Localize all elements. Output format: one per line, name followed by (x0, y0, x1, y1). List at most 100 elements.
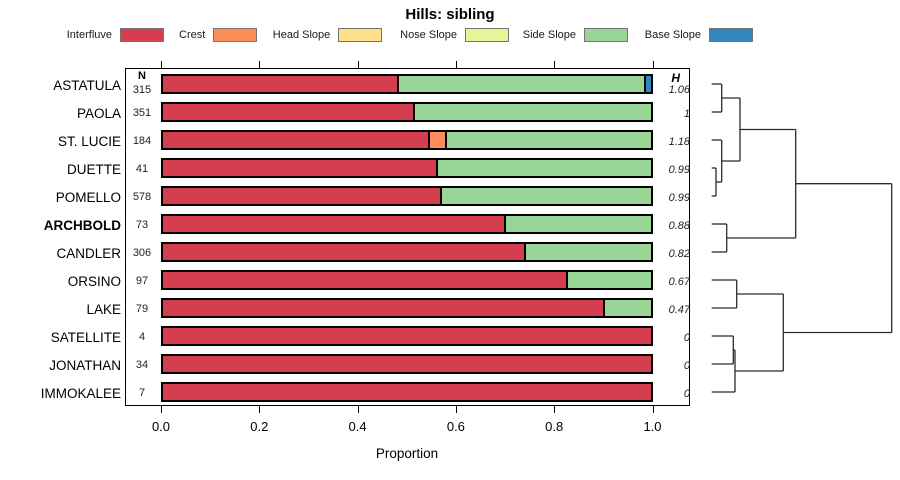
bar-row-satellite (161, 326, 653, 346)
x-axis-top-tick (652, 61, 654, 68)
n-value-orsino: 97 (135, 275, 149, 287)
x-axis-bottom-tick (357, 406, 359, 413)
bar-segment-side-slope (441, 188, 651, 204)
h-value-immokalee: 0 (683, 388, 690, 400)
x-axis-tick-label: 0.8 (545, 419, 564, 434)
h-value-candler: 0.82 (668, 248, 690, 260)
bar-row-paola (161, 102, 653, 122)
x-axis-bottom-tick (554, 406, 556, 413)
n-value-candler: 306 (132, 247, 152, 259)
bar-segment-base-slope (646, 76, 651, 92)
n-value-satellite: 4 (138, 331, 146, 343)
bar-segment-interfluve (163, 272, 569, 288)
h-value-astatula: 1.06 (668, 84, 690, 96)
h-value-jonathan: 0 (683, 360, 690, 372)
h-value-lake: 0.47 (668, 304, 690, 316)
bar-segment-interfluve (163, 188, 442, 204)
h-value-duette: 0.99 (668, 164, 690, 176)
row-label-duette: DUETTE (67, 162, 121, 177)
row-label-orsino: ORSINO (67, 274, 121, 289)
h-value-orsino: 0.67 (668, 276, 690, 288)
bar-segment-interfluve (163, 244, 527, 260)
x-axis-bottom-tick (161, 406, 162, 413)
row-label-candler: CANDLER (56, 246, 121, 261)
legend-label-head-slope: Head Slope (272, 29, 331, 41)
row-label-lake: LAKE (86, 302, 121, 317)
legend-swatch-crest (213, 28, 258, 42)
bar-segment-interfluve (163, 384, 651, 400)
bar-row-immokalee (161, 382, 653, 402)
bar-row-archbold (161, 214, 653, 234)
x-axis-tick-label: 0.6 (446, 419, 465, 434)
row-label-paola: PAOLA (76, 106, 121, 121)
bar-row-candler (161, 242, 653, 262)
row-label-st-lucie: ST. LUCIE (57, 134, 121, 149)
legend-label-side-slope: Side Slope (522, 29, 576, 41)
row-label-immokalee: IMMOKALEE (40, 386, 121, 401)
row-label-satellite: SATELLITE (50, 330, 121, 345)
h-value-pomello: 0.99 (668, 192, 690, 204)
legend-swatch-base-slope (709, 28, 753, 42)
n-value-paola: 351 (132, 107, 152, 119)
row-label-archbold: ARCHBOLD (43, 218, 121, 233)
legend-label-crest: Crest (179, 29, 206, 41)
n-value-pomello: 578 (132, 191, 152, 203)
legend-swatch-head-slope (338, 28, 383, 42)
bar-row-st-lucie (161, 130, 653, 150)
n-value-immokalee: 7 (138, 387, 146, 399)
bar-segment-side-slope (506, 216, 651, 232)
legend-swatch-side-slope (584, 28, 628, 42)
legend-swatch-interfluve (120, 28, 164, 42)
x-axis-tick-label: 0.2 (250, 419, 269, 434)
n-value-duette: 41 (135, 163, 149, 175)
x-axis-bottom-tick (455, 406, 457, 413)
h-value-satellite: 0 (683, 332, 690, 344)
bar-segment-crest (429, 132, 448, 148)
bar-segment-interfluve (163, 132, 430, 148)
bar-segment-interfluve (163, 328, 651, 344)
x-axis-tick-label: 0.4 (348, 419, 367, 434)
chart-title: Hills: sibling (405, 6, 495, 23)
x-axis-top-tick (455, 61, 457, 68)
bar-segment-interfluve (163, 300, 605, 316)
x-axis-bottom-tick (652, 406, 654, 413)
n-value-archbold: 73 (135, 219, 149, 231)
row-label-astatula: ASTATULA (53, 78, 121, 93)
bar-row-astatula (161, 74, 653, 94)
bar-segment-side-slope (604, 300, 651, 316)
bar-segment-interfluve (163, 104, 416, 120)
plot-area (125, 68, 690, 406)
x-axis-top-tick (161, 61, 162, 68)
bar-segment-side-slope (438, 160, 651, 176)
h-value-archbold: 0.88 (668, 220, 690, 232)
bar-segment-side-slope (526, 244, 651, 260)
x-axis-tick-label: 1.0 (643, 419, 662, 434)
bar-row-jonathan (161, 354, 653, 374)
row-label-pomello: POMELLO (55, 190, 121, 205)
h-column-header: H (671, 71, 680, 85)
x-axis-bottom-tick (259, 406, 261, 413)
bar-segment-interfluve (163, 356, 651, 372)
h-value-st-lucie: 1.18 (668, 136, 690, 148)
legend-label-base-slope: Base Slope (644, 29, 701, 41)
n-value-astatula: 315 (132, 84, 152, 96)
bar-segment-side-slope (568, 272, 651, 288)
bar-segment-interfluve (163, 160, 439, 176)
bar-row-orsino (161, 270, 653, 290)
bar-segment-side-slope (447, 132, 651, 148)
bar-row-duette (161, 158, 653, 178)
n-value-jonathan: 34 (135, 359, 149, 371)
bar-segment-interfluve (163, 76, 400, 92)
legend-label-interfluve: Interfluve (66, 29, 112, 41)
bar-segment-interfluve (163, 216, 507, 232)
x-axis-top-tick (357, 61, 359, 68)
legend-label-nose-slope: Nose Slope (400, 29, 457, 41)
row-label-jonathan: JONATHAN (49, 358, 121, 373)
n-value-lake: 79 (135, 303, 149, 315)
x-axis-title: Proportion (375, 446, 439, 461)
x-axis-top-tick (259, 61, 261, 68)
x-axis-top-tick (554, 61, 556, 68)
bar-segment-side-slope (399, 76, 647, 92)
n-value-st-lucie: 184 (132, 135, 152, 147)
